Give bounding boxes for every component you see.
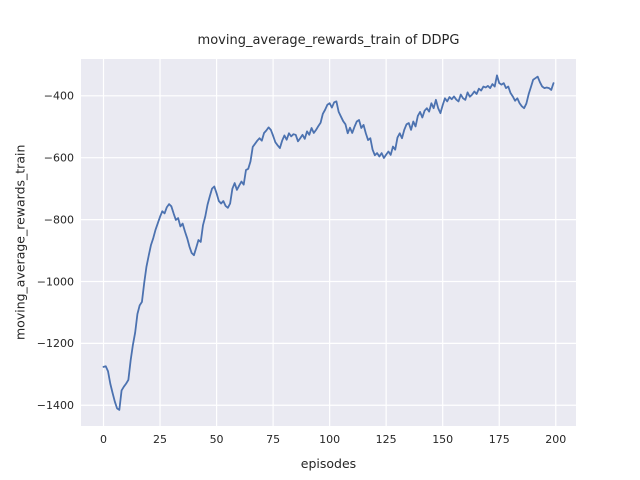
x-tick-label: 125 (376, 433, 397, 446)
chart-title: moving_average_rewards_train of DDPG (197, 33, 460, 48)
x-tick-label: 100 (319, 433, 340, 446)
data-line-moving_average_rewards_train (102, 74, 555, 411)
x-axis-label: episodes (300, 456, 357, 471)
x-tick-label: 175 (489, 433, 510, 446)
y-tick-label: −400 (44, 90, 74, 103)
y-tick-label: −1200 (37, 337, 74, 350)
x-tick-label: 75 (266, 433, 280, 446)
x-tick-label: 0 (100, 433, 107, 446)
x-tick-label: 200 (545, 433, 566, 446)
y-tick-label: −800 (44, 213, 74, 226)
plot-background (81, 59, 576, 426)
x-tick-label: 50 (210, 433, 224, 446)
x-tick-label: 25 (153, 433, 167, 446)
y-tick-label: −1000 (37, 275, 74, 288)
y-tick-label: −600 (44, 152, 74, 165)
y-tick-label: −1400 (37, 399, 74, 412)
x-tick-label: 150 (432, 433, 453, 446)
